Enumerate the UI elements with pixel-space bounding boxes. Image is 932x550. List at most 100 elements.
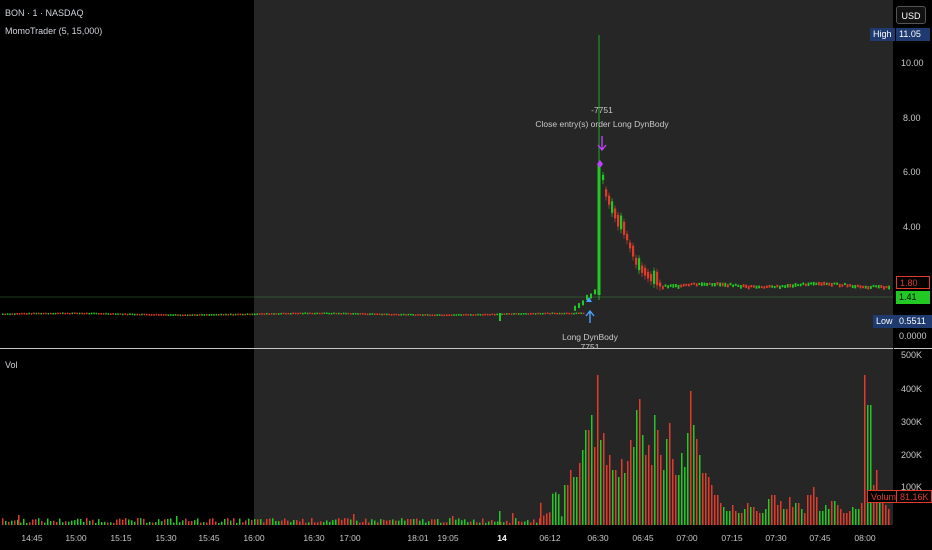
price-candle (395, 313, 398, 316)
volume-bar (726, 511, 728, 525)
price-candle (755, 285, 758, 289)
price-candle (653, 270, 656, 284)
volume-bar (41, 520, 43, 525)
volume-bar (702, 473, 704, 525)
price-candle (431, 314, 434, 316)
volume-bar (627, 461, 629, 525)
price-candle (542, 312, 544, 315)
volume-bar (215, 521, 217, 525)
price-candle (244, 313, 246, 316)
price-candle (369, 313, 371, 315)
price-tick: 0.0000 (899, 331, 927, 341)
currency-button[interactable]: USD (896, 6, 926, 24)
price-axis[interactable]: USD High 11.05 10.00 8.00 6.00 4.00 1.80… (870, 0, 932, 348)
volume-bar (191, 520, 193, 525)
price-candle (186, 314, 189, 317)
volume-bar (759, 513, 761, 525)
price-candle (831, 282, 833, 287)
price-candle (191, 314, 194, 316)
price-candle (138, 313, 141, 316)
price-candle (857, 284, 859, 288)
volume-bar (873, 485, 875, 525)
volume-bar (735, 511, 737, 525)
volume-bar (657, 430, 659, 525)
volume-chart[interactable] (0, 349, 893, 525)
price-candle (299, 312, 302, 315)
volume-bar (675, 475, 677, 525)
volume-bar (113, 522, 115, 525)
volume-bar (269, 518, 271, 525)
price-candle (158, 314, 160, 316)
volume-bar (206, 522, 208, 525)
volume-bar (347, 518, 349, 525)
price-candle (102, 313, 105, 315)
price-candle (773, 286, 776, 289)
volume-bar (843, 513, 845, 525)
price-candle (477, 313, 479, 316)
price-candle (467, 314, 470, 316)
price-candle (393, 313, 395, 316)
volume-bar (197, 518, 199, 525)
volume-title[interactable]: Vol (5, 360, 18, 370)
price-candle (701, 282, 703, 287)
volume-bar (308, 522, 310, 525)
price-chart-pane[interactable] (0, 0, 893, 348)
price-candle (35, 312, 38, 315)
price-candle (134, 313, 136, 316)
volume-bar (810, 495, 812, 525)
volume-bar (119, 518, 121, 525)
volume-bar (834, 501, 836, 525)
volume-bar (639, 399, 641, 525)
price-candle (534, 313, 537, 315)
volume-bar (257, 519, 259, 525)
volume-bar (768, 499, 770, 525)
price-candle (98, 312, 100, 315)
price-candle (820, 282, 823, 286)
volume-bar (14, 520, 16, 525)
volume-axis[interactable]: 500K 400K 300K 200K 100K Volume 81.16K (867, 349, 932, 525)
price-candle (412, 314, 414, 316)
volume-bar (134, 521, 136, 525)
price-candle (316, 312, 318, 315)
volume-bar (651, 465, 653, 525)
volume-bar (816, 497, 818, 525)
volume-bar (696, 439, 698, 525)
volume-bar (20, 522, 22, 525)
volume-bar (338, 518, 340, 525)
price-candle (810, 282, 812, 285)
volume-bar (555, 492, 557, 525)
volume-chart-pane[interactable] (0, 349, 893, 525)
time-label: 18:01 (407, 533, 429, 543)
time-axis[interactable] (0, 525, 893, 550)
volume-bar (464, 519, 466, 525)
volume-bar (530, 522, 532, 525)
pane-divider[interactable] (0, 348, 932, 349)
price-candle (90, 312, 93, 315)
price-candle (47, 312, 50, 315)
volume-bar (248, 518, 250, 525)
price-candle (424, 314, 426, 316)
price-candle (844, 282, 846, 286)
volume-bar (798, 503, 800, 525)
price-candle (608, 195, 611, 205)
volume-bar (80, 519, 82, 525)
volume-bar (155, 522, 157, 525)
volume-bar (624, 473, 626, 525)
price-tick: 6.00 (903, 167, 921, 177)
volume-bar (221, 521, 223, 525)
time-label: 16:00 (243, 533, 265, 543)
price-tick: 4.00 (903, 222, 921, 232)
indicator-title[interactable]: MomoTrader (5, 15,000) (5, 26, 103, 36)
price-candle (282, 312, 285, 315)
price-candle (410, 313, 412, 316)
price-chart[interactable] (0, 0, 893, 348)
price-candle (580, 312, 582, 315)
symbol-title[interactable]: BON · 1 · NASDAQ (5, 8, 84, 18)
volume-bar (543, 515, 545, 525)
price-candle (95, 312, 98, 315)
price-candle (189, 314, 191, 316)
price-candle (797, 284, 799, 287)
price-candle (14, 313, 16, 315)
volume-bar (230, 520, 232, 525)
volume-bar (552, 493, 554, 525)
